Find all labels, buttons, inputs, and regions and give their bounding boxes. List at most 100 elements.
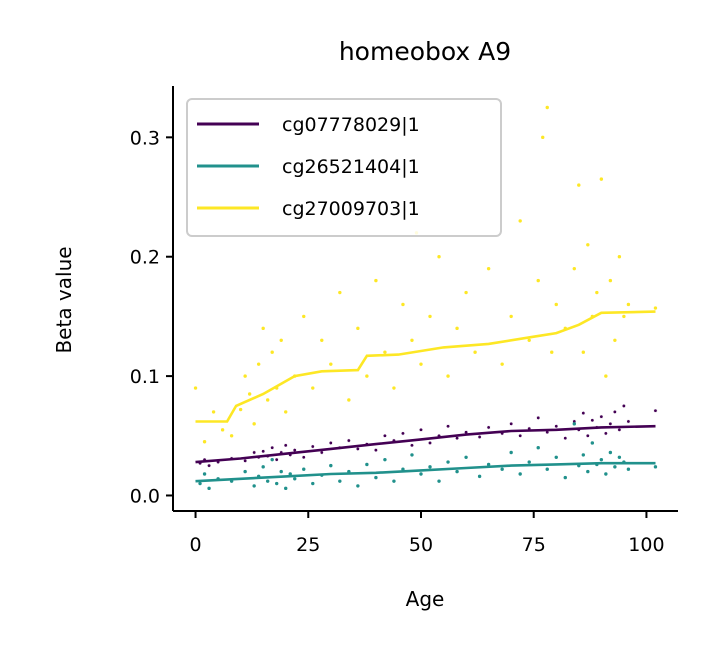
y-tick-label: 0.2 xyxy=(130,247,160,269)
data-point xyxy=(428,314,432,319)
chart-title: homeobox A9 xyxy=(339,37,511,66)
data-point xyxy=(198,481,202,486)
data-point xyxy=(275,481,279,486)
data-point xyxy=(383,350,387,354)
x-tick-label: 50 xyxy=(409,534,433,556)
data-point xyxy=(338,479,342,483)
data-point xyxy=(486,425,491,430)
series-1 xyxy=(198,422,658,491)
data-point xyxy=(536,446,540,450)
data-point xyxy=(319,450,324,455)
data-point xyxy=(243,374,247,378)
data-point xyxy=(626,419,631,424)
data-point xyxy=(500,467,504,471)
data-point xyxy=(261,449,266,454)
data-point xyxy=(586,469,590,474)
data-point xyxy=(243,469,247,474)
data-point xyxy=(365,374,369,378)
data-point xyxy=(527,460,531,464)
data-point xyxy=(621,403,626,408)
data-point xyxy=(283,443,288,448)
data-point xyxy=(392,386,396,390)
data-point xyxy=(329,463,333,468)
data-point xyxy=(265,479,270,483)
data-point xyxy=(252,422,256,426)
data-point xyxy=(509,450,513,455)
data-point xyxy=(328,441,333,445)
data-point xyxy=(392,479,396,483)
data-point xyxy=(563,436,568,441)
x-axis-ticks: 0 25 50 75 100 xyxy=(189,511,665,556)
data-point xyxy=(536,415,541,420)
data-point xyxy=(527,338,531,342)
data-point xyxy=(545,467,549,471)
x-tick-label: 75 xyxy=(522,534,546,556)
data-point xyxy=(599,177,604,181)
series-trend-line xyxy=(195,310,656,423)
data-point xyxy=(622,314,626,319)
data-point xyxy=(265,398,270,402)
series-trend-line xyxy=(195,424,656,464)
x-tick-label: 0 xyxy=(189,534,201,556)
data-point xyxy=(346,438,351,443)
data-point xyxy=(401,302,405,307)
y-tick-label: 0.3 xyxy=(130,127,160,149)
data-point xyxy=(202,440,207,444)
data-point xyxy=(410,338,414,342)
data-point xyxy=(311,386,315,390)
data-point xyxy=(500,362,504,366)
data-point xyxy=(509,314,513,319)
data-point xyxy=(274,457,279,462)
data-point xyxy=(437,255,441,259)
x-axis-label: Age xyxy=(406,587,445,611)
data-point xyxy=(545,105,549,110)
data-point xyxy=(338,290,342,295)
data-point xyxy=(446,460,450,464)
data-point xyxy=(419,427,423,432)
legend-label: cg27009703|1 xyxy=(282,198,420,220)
data-point xyxy=(617,255,622,259)
data-point xyxy=(554,302,558,307)
data-point xyxy=(243,458,248,463)
data-point xyxy=(365,462,369,467)
data-point xyxy=(437,479,441,483)
data-point xyxy=(373,448,378,453)
data-point xyxy=(586,243,590,247)
data-point xyxy=(486,462,491,467)
data-point xyxy=(554,455,558,459)
data-point xyxy=(419,362,423,366)
data-point xyxy=(550,350,554,354)
y-axis-ticks: 0.0 0.1 0.2 0.3 xyxy=(130,127,173,507)
data-point xyxy=(599,414,604,419)
data-point xyxy=(193,386,198,390)
data-point xyxy=(270,457,274,462)
data-point xyxy=(356,326,360,331)
data-point xyxy=(310,444,315,449)
data-point xyxy=(604,374,608,378)
data-point xyxy=(603,431,608,436)
x-tick-label: 25 xyxy=(296,534,320,556)
data-point xyxy=(612,409,617,414)
y-tick-label: 0.1 xyxy=(130,366,160,388)
data-point xyxy=(626,302,631,307)
data-point xyxy=(301,455,306,460)
legend-label: cg26521404|1 xyxy=(282,156,420,178)
data-point xyxy=(446,424,450,429)
data-point xyxy=(329,362,333,366)
data-point xyxy=(477,435,482,439)
data-point xyxy=(581,453,586,457)
data-point xyxy=(374,475,378,480)
data-point xyxy=(382,433,387,438)
data-point xyxy=(207,486,211,491)
data-point xyxy=(613,465,617,469)
legend: cg07778029|1 cg26521404|1 cg27009703|1 xyxy=(186,98,502,237)
data-point xyxy=(554,424,559,429)
data-point xyxy=(270,350,274,354)
data-point xyxy=(383,457,387,462)
series-layer xyxy=(193,105,658,491)
legend-label: cg07778029|1 xyxy=(282,114,420,136)
data-point xyxy=(428,441,432,445)
data-point xyxy=(541,135,545,140)
legend-frame xyxy=(186,98,502,237)
data-point xyxy=(590,441,595,445)
